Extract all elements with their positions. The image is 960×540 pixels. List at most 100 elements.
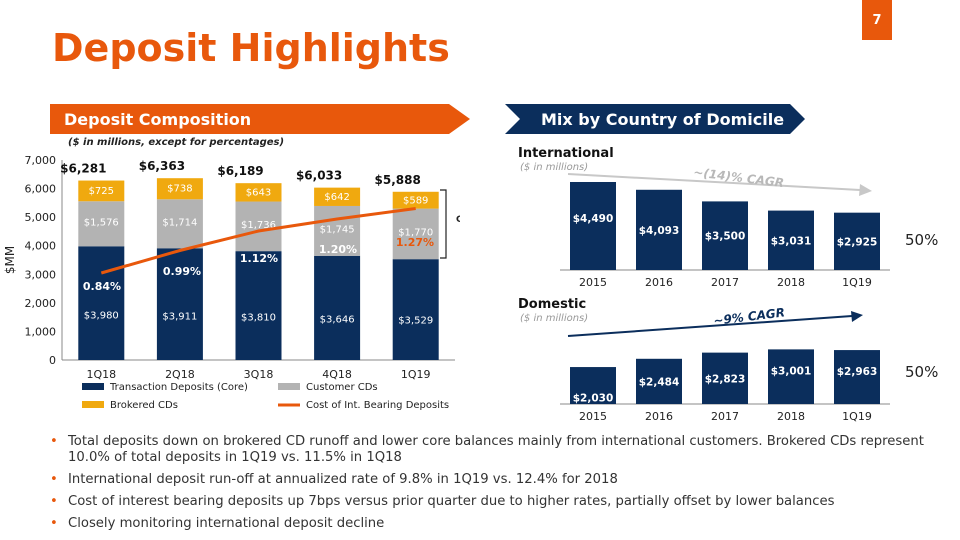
bar-value-label: $3,529	[398, 316, 433, 327]
x-tick-label: 2016	[645, 410, 673, 423]
international-chart: International($ in millions) $4,490 2015 $4…	[518, 146, 938, 289]
legend-label: Customer CDs	[306, 382, 378, 393]
bar-value-label: $3,646	[320, 314, 355, 325]
bar-total-label: $5,888	[375, 173, 421, 187]
chart-subtitle: ($ in millions)	[520, 162, 588, 173]
bar-value-label: $1,714	[162, 217, 197, 228]
bullet-item: Closely monitoring international deposit…	[48, 516, 928, 532]
share-label: 50%	[905, 231, 938, 249]
line-value-label: 1.12%	[240, 252, 278, 265]
bar	[834, 212, 880, 270]
bar-value-label: $2,030	[573, 393, 614, 405]
trend-arrow-head	[851, 311, 863, 322]
bar-value-label: $642	[324, 192, 349, 203]
cost-line	[100, 207, 416, 275]
bar-value-label: $3,980	[84, 311, 119, 322]
bar	[702, 352, 748, 404]
bar-value-label: $2,925	[837, 236, 878, 248]
legend-swatch	[82, 383, 104, 390]
x-tick-label: 4Q18	[322, 368, 352, 381]
bar-value-label: $1,745	[320, 224, 355, 235]
bar-segment	[392, 259, 439, 360]
bar	[834, 350, 880, 404]
x-tick-label: 2018	[777, 410, 805, 423]
bar-value-label: $3,911	[162, 311, 197, 322]
bar-value-label: $3,031	[771, 235, 812, 247]
bar-segment	[78, 180, 125, 202]
bar-value-label: $589	[403, 195, 428, 206]
trend-arrow	[567, 315, 853, 337]
trend-arrow	[567, 173, 861, 191]
bar	[636, 189, 682, 270]
bar-segment	[156, 199, 203, 249]
bar-segment	[314, 205, 361, 256]
legend-swatch	[278, 383, 300, 390]
bar-value-label: $4,490	[573, 213, 614, 225]
legend-label: Transaction Deposits (Core)	[109, 382, 248, 393]
y-tick-label: 2,000	[25, 297, 57, 310]
y-axis-label: $MM	[3, 246, 17, 274]
line-value-label: 1.27%	[396, 236, 434, 249]
legend-label: Brokered CDs	[110, 400, 178, 411]
bar-value-label: $1,736	[241, 220, 276, 231]
bar-value-label: $725	[89, 186, 114, 197]
y-tick-label: 7,000	[25, 154, 57, 167]
bullet-list: Total deposits down on brokered CD runof…	[48, 434, 928, 538]
chart-subtitle: ($ in millions)	[520, 313, 588, 324]
x-tick-label: 1Q19	[842, 410, 872, 423]
bar-segment	[78, 246, 125, 360]
domestic-chart: Domestic($ in millions) $2,030 2015 $2,484 2…	[518, 297, 938, 423]
y-tick-label: 0	[49, 354, 56, 367]
legend-label: Cost of Int. Bearing Deposits	[306, 400, 449, 411]
bar-segment	[392, 208, 439, 260]
bar-segment	[235, 201, 282, 252]
bar	[702, 201, 748, 270]
x-tick-label: 2015	[579, 410, 607, 423]
line-value-label: 0.84%	[83, 280, 121, 293]
bar	[768, 210, 814, 270]
x-tick-label: 2015	[579, 276, 607, 289]
bar	[570, 181, 616, 270]
bar-total-label: $6,363	[139, 159, 185, 173]
bar-segment	[314, 187, 361, 206]
bar-value-label: $2,484	[639, 376, 680, 388]
bar-segment	[156, 248, 203, 360]
deposit-composition-subtitle: ($ in millions, except for percentages)	[68, 137, 285, 148]
page-title: Deposit Highlights	[52, 26, 450, 70]
cagr-annotation: ~(14)% CAGR	[693, 165, 785, 190]
deposit-composition-banner: Deposit Composition	[50, 104, 470, 134]
line-value-label: 0.99%	[163, 265, 201, 278]
bar-segment	[156, 178, 203, 200]
mix-by-country-banner: Mix by Country of Domicile	[505, 104, 805, 134]
cds-bracket	[440, 189, 447, 259]
bar-segment	[78, 201, 125, 247]
cds-bracket-label: CDs	[456, 215, 460, 225]
y-tick-label: 4,000	[25, 240, 57, 253]
bar-segment	[235, 251, 282, 360]
deposit-composition-heading: Deposit Composition	[64, 109, 252, 129]
bar-value-label: $3,500	[705, 231, 746, 243]
page-number: 7	[862, 0, 892, 40]
bar-value-label: $2,823	[705, 373, 746, 385]
y-tick-label: 6,000	[25, 183, 57, 196]
x-tick-label: 2017	[711, 276, 739, 289]
bullet-item: Cost of interest bearing deposits up 7bp…	[48, 494, 928, 510]
bar-value-label: $1,770	[398, 227, 433, 238]
bar-value-label: $738	[167, 184, 192, 195]
bar-value-label: $4,093	[639, 225, 680, 237]
bar	[636, 358, 682, 404]
bar-segment	[392, 191, 439, 209]
x-tick-label: 2018	[777, 276, 805, 289]
y-tick-label: 5,000	[25, 211, 57, 224]
chart-title: Domestic	[518, 297, 586, 312]
x-tick-label: 2Q18	[165, 368, 195, 381]
bar-segment	[314, 255, 361, 360]
x-tick-label: 1Q19	[401, 368, 431, 381]
cagr-annotation: ~9% CAGR	[713, 305, 786, 328]
line-value-label: 1.20%	[319, 243, 357, 256]
bullet-item: International deposit run-off at annuali…	[48, 472, 928, 488]
chart-title: International	[518, 146, 614, 161]
bar	[768, 349, 814, 404]
bar-total-label: $6,033	[296, 169, 342, 183]
deposit-composition-chart: 0 1,000 2,000 3,000 4,000 5,000 6,000 7,000 $MM $…	[3, 154, 460, 411]
